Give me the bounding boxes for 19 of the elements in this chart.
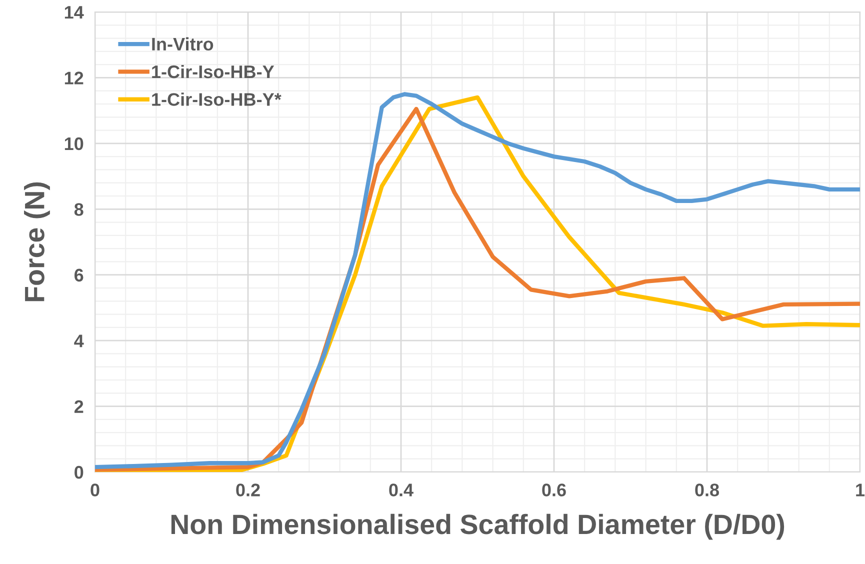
y-tick-label: 4 bbox=[74, 334, 84, 348]
y-tick-label: 14 bbox=[64, 6, 84, 19]
y-tick-label: 8 bbox=[74, 203, 84, 216]
y-tick-label: 2 bbox=[74, 400, 84, 413]
y-tick-label: 12 bbox=[64, 72, 84, 84]
x-tick-label: 0.6 bbox=[542, 484, 566, 496]
y-tick-label: 6 bbox=[74, 268, 84, 282]
legend-label: 1-Cir-Iso-HB-Y bbox=[152, 64, 274, 78]
y-axis-title: Force (N) bbox=[24, 182, 50, 302]
x-axis-title: Non Dimensionalised Scaffold Diameter (D/D0) bbox=[171, 514, 784, 540]
y-tick-label: 0 bbox=[74, 466, 84, 479]
x-tick-label: 1 bbox=[856, 484, 865, 496]
x-tick-label: 0.8 bbox=[695, 484, 719, 496]
y-tick-label: 10 bbox=[64, 137, 84, 150]
x-tick-label: 0 bbox=[90, 484, 100, 496]
legend-label: In-Vitro bbox=[152, 37, 214, 51]
legend-label: 1-Cir-Iso-HB-Y* bbox=[152, 92, 282, 106]
x-tick-label: 0.4 bbox=[389, 484, 414, 496]
x-tick-label: 0.2 bbox=[236, 484, 260, 496]
